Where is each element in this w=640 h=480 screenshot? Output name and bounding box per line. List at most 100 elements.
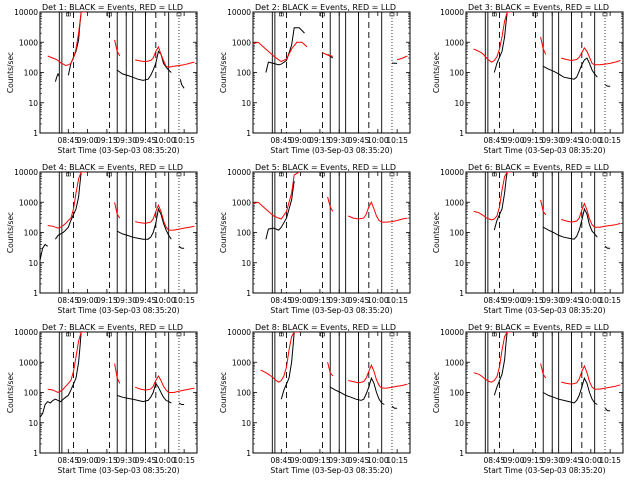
y-axis-label: Counts/sec <box>219 52 228 93</box>
y-tick-label: 10000 <box>14 168 38 177</box>
y-tick-label: 1000 <box>445 38 464 47</box>
y-tick-label: 1 <box>33 289 38 298</box>
series-lld-line <box>473 332 513 383</box>
y-tick-label: 10000 <box>227 328 251 337</box>
series-lld-line <box>540 199 547 216</box>
panel-title: Det 2: BLACK = Events, RED = LLD <box>255 3 396 12</box>
start-flag <box>279 172 284 177</box>
x-tick-label: 09:30 <box>115 296 137 305</box>
x-tick-label: 09:00 <box>290 296 312 305</box>
series-events-line <box>280 332 295 400</box>
panel-det-1: Det 1: BLACK = Events, RED = LLD 1 10 100 10… <box>6 3 198 155</box>
panel-title: Det 1: BLACK = Events, RED = LLD <box>42 3 183 12</box>
x-tick-label: 10:00 <box>367 456 389 465</box>
start-flag <box>66 172 71 177</box>
series-lld-line <box>135 45 195 68</box>
y-tick-label: 1 <box>33 449 38 458</box>
series-events-line <box>542 376 598 405</box>
panel-title: Det 3: BLACK = Events, RED = LLD <box>468 3 609 12</box>
y-tick-label: 10 <box>454 99 464 108</box>
x-tick-label: 09:00 <box>290 136 312 145</box>
y-tick-label: 1000 <box>445 198 464 207</box>
series-lld-line <box>135 203 195 231</box>
x-tick-label: 09:15 <box>309 136 331 145</box>
series-events-line <box>604 407 611 412</box>
series-events-line <box>178 245 185 249</box>
x-tick-label: 09:30 <box>115 136 137 145</box>
y-axis-label: Counts/sec <box>432 372 441 413</box>
x-tick-label: 09:45 <box>135 136 157 145</box>
series-events-line <box>493 172 508 231</box>
x-tick-label: 09:00 <box>77 456 99 465</box>
x-axis-label: Start Time (03-Sep-03 08:35:20) <box>484 306 606 315</box>
saa-flag <box>533 12 538 17</box>
y-tick-label: 10000 <box>440 168 464 177</box>
y-tick-label: 1000 <box>19 38 38 47</box>
series-lld-line <box>473 12 513 63</box>
series-lld-line <box>561 46 621 66</box>
series-events-line <box>40 243 48 261</box>
x-axis-label: Start Time (03-Sep-03 08:35:20) <box>484 466 606 475</box>
x-tick-label: 10:15 <box>599 296 621 305</box>
start-flag <box>279 332 284 337</box>
panel-data <box>40 12 197 133</box>
series-lld-line <box>540 36 547 55</box>
x-tick-label: 08:45 <box>483 136 505 145</box>
series-lld-line <box>47 12 87 67</box>
night-flag <box>176 332 182 337</box>
y-axis-label: Counts/sec <box>6 372 15 413</box>
x-tick-label: 09:45 <box>135 456 157 465</box>
y-tick-label: 100 <box>24 69 39 78</box>
y-tick-label: 1000 <box>232 358 251 367</box>
x-tick-label: 09:45 <box>561 456 583 465</box>
y-tick-label: 10000 <box>440 328 464 337</box>
x-tick-label: 08:45 <box>57 456 79 465</box>
x-tick-label: 10:15 <box>173 136 195 145</box>
series-events-line <box>265 181 295 240</box>
night-flag <box>389 332 395 337</box>
x-axis-label: Start Time (03-Sep-03 08:35:20) <box>58 306 180 315</box>
x-tick-label: 09:00 <box>77 136 99 145</box>
saa-flag <box>107 172 112 177</box>
series-lld-line <box>396 55 408 61</box>
y-tick-label: 10000 <box>227 168 251 177</box>
series-lld-line <box>135 375 195 393</box>
saa-flag <box>320 12 325 17</box>
saa-flag <box>107 12 112 17</box>
plot-frame <box>465 331 624 454</box>
start-flag <box>492 12 497 17</box>
x-tick-label: 09:30 <box>328 136 350 145</box>
x-tick-label: 09:30 <box>541 296 563 305</box>
x-tick-label: 09:30 <box>328 456 350 465</box>
x-axis-label: Start Time (03-Sep-03 08:35:20) <box>271 466 393 475</box>
y-tick-label: 100 <box>450 229 465 238</box>
series-lld-line <box>561 202 621 228</box>
y-tick-label: 100 <box>450 389 465 398</box>
series-lld-line <box>561 364 621 390</box>
x-tick-label: 09:15 <box>96 456 118 465</box>
series-lld-line <box>47 172 87 229</box>
night-flag <box>602 332 608 337</box>
x-tick-label: 10:15 <box>386 456 408 465</box>
y-tick-label: 1000 <box>232 198 251 207</box>
y-tick-label: 100 <box>237 69 252 78</box>
y-axis-label: Counts/sec <box>432 212 441 253</box>
series-lld-line <box>327 196 334 212</box>
x-tick-label: 08:45 <box>270 296 292 305</box>
y-tick-label: 10000 <box>227 8 251 17</box>
x-tick-label: 10:00 <box>580 296 602 305</box>
y-axis-label: Counts/sec <box>219 212 228 253</box>
panel-title: Det 7: BLACK = Events, RED = LLD <box>42 323 183 332</box>
y-axis-label: Counts/sec <box>219 372 228 413</box>
x-tick-label: 09:00 <box>503 136 525 145</box>
x-tick-label: 08:45 <box>57 136 79 145</box>
x-tick-label: 09:15 <box>522 456 544 465</box>
series-lld-line <box>253 172 300 220</box>
panel-data <box>466 12 623 133</box>
y-tick-label: 1000 <box>445 358 464 367</box>
x-axis-label: Start Time (03-Sep-03 08:35:20) <box>271 146 393 155</box>
start-flag <box>66 332 71 337</box>
series-lld-line <box>327 362 334 377</box>
y-tick-label: 1000 <box>19 198 38 207</box>
series-events-line <box>542 207 598 240</box>
